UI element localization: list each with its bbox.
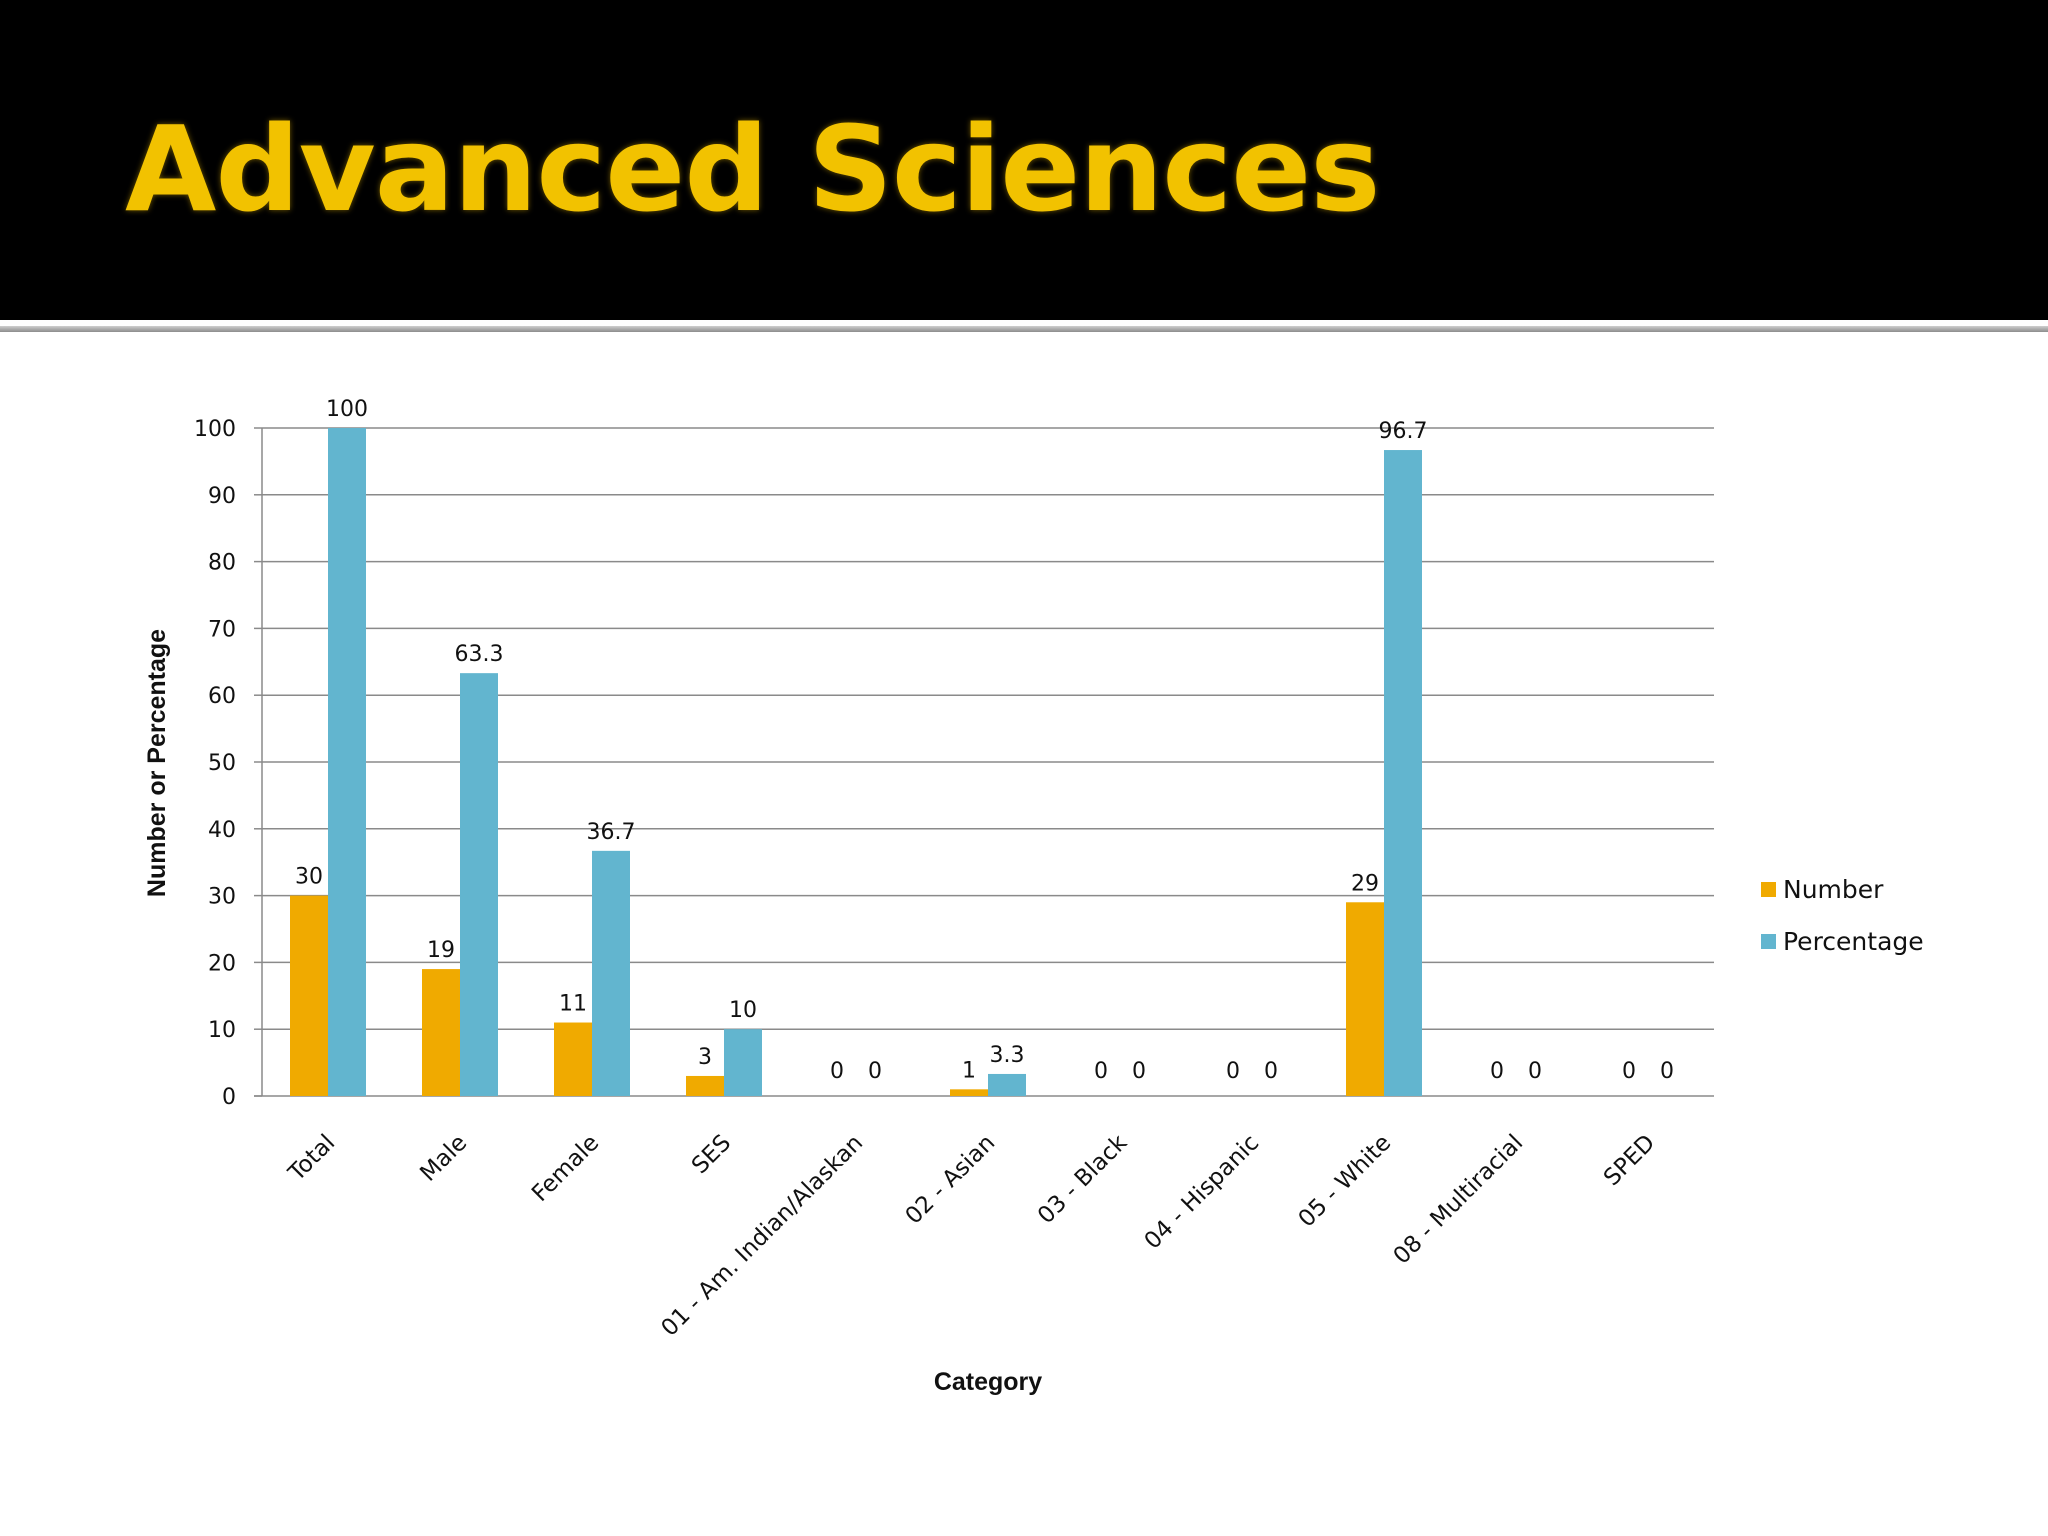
y-tick-label: 90 [208, 484, 236, 509]
x-tick-label: 03 - Black [1033, 1129, 1133, 1229]
bar-number [1346, 902, 1384, 1096]
data-label: 0 [868, 1059, 882, 1084]
bar-number [554, 1022, 592, 1096]
bar-number [290, 895, 328, 1096]
x-tick-label: Female [527, 1130, 604, 1207]
x-tick-label: 04 - Hispanic [1140, 1130, 1265, 1255]
data-label: 0 [830, 1059, 844, 1084]
data-label: 0 [1622, 1059, 1636, 1084]
data-label: 0 [1132, 1059, 1146, 1084]
bar-percentage [328, 428, 366, 1096]
title-bar [0, 0, 2048, 320]
legend-label-percentage: Percentage [1783, 927, 1924, 956]
y-tick-label: 100 [194, 417, 236, 442]
legend-swatch-number [1761, 882, 1776, 897]
data-label: 0 [1264, 1059, 1278, 1084]
bar-percentage [988, 1073, 1026, 1096]
y-tick-label: 70 [208, 617, 236, 642]
x-tick-label: SPED [1599, 1130, 1660, 1191]
x-tick-label: SES [687, 1130, 736, 1179]
data-label: 3.3 [990, 1043, 1025, 1068]
data-label: 30 [295, 865, 323, 890]
data-label: 19 [427, 938, 455, 963]
data-label: 96.7 [1379, 419, 1428, 444]
legend: Number Percentage [1761, 875, 1924, 956]
bar-percentage [724, 1029, 762, 1096]
data-label: 29 [1351, 871, 1379, 896]
data-label: 63.3 [455, 642, 504, 667]
y-tick-label: 60 [208, 684, 236, 709]
bar-percentage [1384, 450, 1422, 1096]
data-label: 0 [1094, 1059, 1108, 1084]
y-tick-label: 20 [208, 951, 236, 976]
y-tick-label: 30 [208, 885, 236, 910]
legend-label-number: Number [1783, 875, 1884, 904]
legend-swatch-percentage [1761, 934, 1776, 949]
x-tick-label: 08 - Multiracial [1389, 1130, 1529, 1270]
bar-percentage [460, 673, 498, 1096]
bars [290, 428, 1422, 1096]
data-label: 1 [962, 1058, 976, 1083]
y-tick-label: 0 [222, 1085, 236, 1110]
x-axis-title: Category [934, 1368, 1042, 1396]
title-divider [0, 326, 2048, 332]
bar-number [422, 969, 460, 1096]
data-label: 100 [326, 397, 368, 422]
data-label: 0 [1490, 1059, 1504, 1084]
bar-percentage [592, 850, 630, 1096]
x-tick-label: 05 - White [1294, 1130, 1397, 1233]
data-label: 36.7 [587, 820, 636, 845]
x-tick-label: Male [415, 1130, 472, 1187]
data-label: 0 [1660, 1059, 1674, 1084]
x-tick-label: 02 - Asian [901, 1130, 1001, 1230]
y-tick-label: 40 [208, 818, 236, 843]
y-tick-label: 80 [208, 551, 236, 576]
y-tick-labels: 0 10 20 30 40 50 60 70 80 90 100 [194, 417, 236, 1110]
x-tick-label: Total [283, 1130, 340, 1187]
data-label: 11 [559, 992, 587, 1017]
y-axis-title: Number or Percentage [143, 629, 171, 897]
data-label: 3 [698, 1045, 712, 1070]
data-label: 0 [1226, 1059, 1240, 1084]
slide-title: Advanced Sciences [125, 100, 1380, 238]
gridlines [262, 427, 1714, 1030]
y-tick-label: 50 [208, 751, 236, 776]
bar-number [686, 1075, 724, 1096]
y-tick-label: 10 [208, 1018, 236, 1043]
data-label: 10 [729, 998, 757, 1023]
data-label: 0 [1528, 1059, 1542, 1084]
bar-number [950, 1089, 988, 1096]
